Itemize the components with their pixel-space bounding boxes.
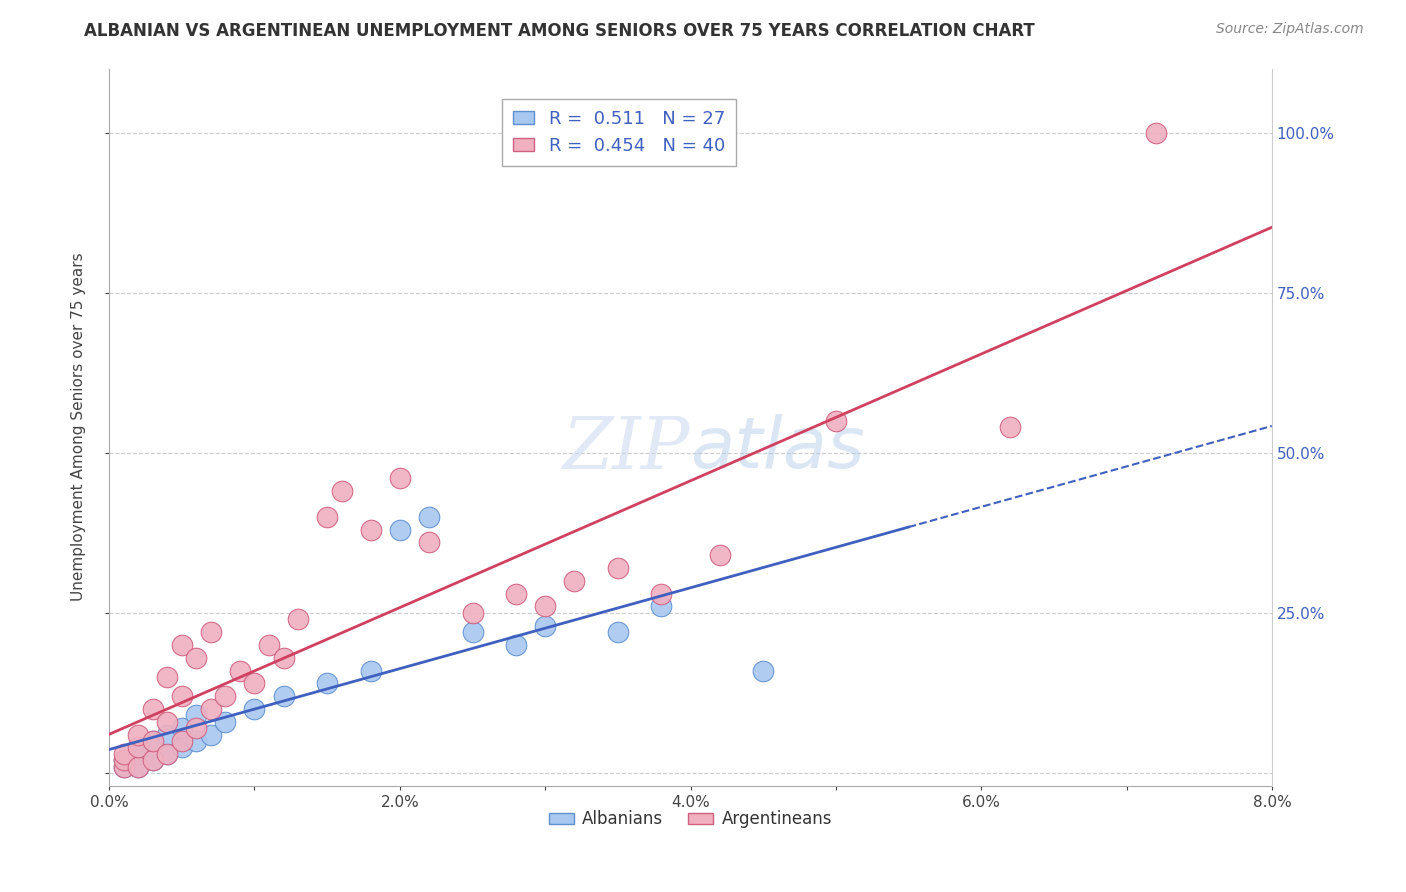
Text: ALBANIAN VS ARGENTINEAN UNEMPLOYMENT AMONG SENIORS OVER 75 YEARS CORRELATION CHA: ALBANIAN VS ARGENTINEAN UNEMPLOYMENT AMO… [84, 22, 1035, 40]
Point [112, 747, 135, 761]
Point [170, 689, 193, 703]
Point [142, 753, 165, 767]
Point [1144, 126, 1167, 140]
Point [461, 606, 484, 620]
Point [316, 676, 339, 690]
Point [170, 721, 193, 735]
Point [388, 523, 411, 537]
Point [273, 650, 295, 665]
Point [562, 574, 585, 588]
Point [257, 638, 280, 652]
Point [142, 734, 165, 748]
Point [156, 747, 179, 761]
Point [461, 625, 484, 640]
Point [127, 740, 149, 755]
Point [186, 650, 208, 665]
Point [200, 625, 222, 640]
Point [273, 689, 295, 703]
Point [214, 714, 236, 729]
Point [418, 509, 440, 524]
Point [112, 753, 135, 767]
Point [360, 664, 382, 678]
Point [650, 599, 672, 614]
Point [825, 414, 848, 428]
Point [200, 702, 222, 716]
Text: Source: ZipAtlas.com: Source: ZipAtlas.com [1216, 22, 1364, 37]
Point [112, 759, 135, 773]
Point [243, 702, 266, 716]
Point [418, 535, 440, 549]
Point [214, 689, 236, 703]
Point [170, 740, 193, 755]
Point [534, 618, 557, 632]
Point [505, 587, 527, 601]
Point [360, 523, 382, 537]
Point [330, 484, 353, 499]
Y-axis label: Unemployment Among Seniors over 75 years: Unemployment Among Seniors over 75 years [72, 252, 86, 601]
Point [186, 721, 208, 735]
Point [127, 759, 149, 773]
Point [243, 676, 266, 690]
Point [156, 714, 179, 729]
Point [186, 708, 208, 723]
Legend: Albanians, Argentineans: Albanians, Argentineans [543, 804, 839, 835]
Point [112, 753, 135, 767]
Point [709, 548, 731, 562]
Point [606, 625, 628, 640]
Point [156, 670, 179, 684]
Text: atlas: atlas [690, 414, 865, 483]
Point [112, 759, 135, 773]
Point [752, 664, 775, 678]
Point [505, 638, 527, 652]
Text: ZIP: ZIP [564, 413, 690, 484]
Point [142, 753, 165, 767]
Point [156, 747, 179, 761]
Point [1000, 420, 1022, 434]
Point [650, 587, 672, 601]
Point [127, 747, 149, 761]
Point [170, 734, 193, 748]
Point [316, 509, 339, 524]
Point [200, 727, 222, 741]
Point [229, 664, 252, 678]
Point [287, 612, 309, 626]
Point [142, 734, 165, 748]
Point [142, 740, 165, 755]
Point [156, 727, 179, 741]
Point [142, 702, 165, 716]
Point [127, 727, 149, 741]
Point [186, 734, 208, 748]
Point [606, 561, 628, 575]
Point [534, 599, 557, 614]
Point [388, 471, 411, 485]
Point [127, 759, 149, 773]
Point [170, 638, 193, 652]
